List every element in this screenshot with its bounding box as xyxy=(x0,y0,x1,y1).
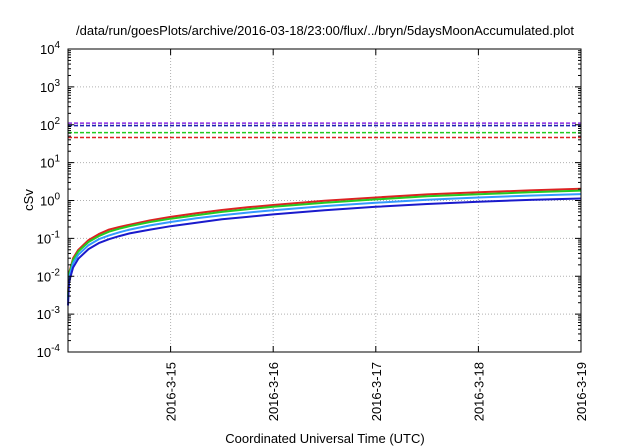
series-line xyxy=(67,197,582,306)
y-tick-base: 10 xyxy=(37,345,51,360)
y-tick-exponent: -1 xyxy=(51,229,60,240)
x-axis-label: Coordinated Universal Time (UTC) xyxy=(225,431,424,446)
y-tick-base: 10 xyxy=(37,231,51,246)
y-tick-base: 10 xyxy=(40,42,54,57)
y-tick-exponent: 1 xyxy=(54,154,60,165)
threshold-lines xyxy=(68,122,581,139)
y-tick-base: 10 xyxy=(37,307,51,322)
x-tick-label: 2016-3-18 xyxy=(471,362,486,421)
y-tick-label: 100 xyxy=(40,192,60,209)
y-axis-label: cSv xyxy=(21,189,36,211)
y-tick-label: 10-4 xyxy=(37,343,61,360)
x-tick-label: 2016-3-15 xyxy=(164,362,179,421)
y-tick-base: 10 xyxy=(40,118,54,133)
y-tick-exponent: 2 xyxy=(54,116,60,127)
y-tick-label: 104 xyxy=(40,40,60,57)
y-tick-exponent: 4 xyxy=(54,40,60,51)
y-tick-base: 10 xyxy=(37,269,51,284)
x-tick-label: 2016-3-19 xyxy=(574,362,589,421)
y-tick-label: 10-3 xyxy=(37,305,61,322)
series-line xyxy=(67,189,582,298)
y-tick-label: 10-2 xyxy=(37,267,61,284)
y-tick-exponent: 0 xyxy=(54,192,60,203)
x-tick-label: 2016-3-17 xyxy=(369,362,384,421)
series-line xyxy=(67,193,582,301)
x-axis: 2016-3-15 2016-3-16 2016-3-17 2016-3-18 2016… xyxy=(164,49,589,421)
chart-title: /data/run/goesPlots/archive/2016-03-18/2… xyxy=(76,23,574,38)
x-tick-label: 2016-3-16 xyxy=(266,362,281,421)
series-lines xyxy=(67,187,582,306)
y-tick-label: 103 xyxy=(40,78,60,95)
y-tick-exponent: -4 xyxy=(51,343,60,354)
series-line xyxy=(67,187,582,297)
y-tick-exponent: 3 xyxy=(54,78,60,89)
y-tick-label: 10-1 xyxy=(37,229,61,246)
grid xyxy=(68,49,581,352)
y-tick-base: 10 xyxy=(40,80,54,95)
y-tick-label: 102 xyxy=(40,116,60,133)
y-tick-base: 10 xyxy=(40,194,54,209)
y-tick-label: 101 xyxy=(40,154,60,171)
y-tick-exponent: -2 xyxy=(51,267,60,278)
y-tick-base: 10 xyxy=(40,156,54,171)
y-tick-exponent: -3 xyxy=(51,305,60,316)
